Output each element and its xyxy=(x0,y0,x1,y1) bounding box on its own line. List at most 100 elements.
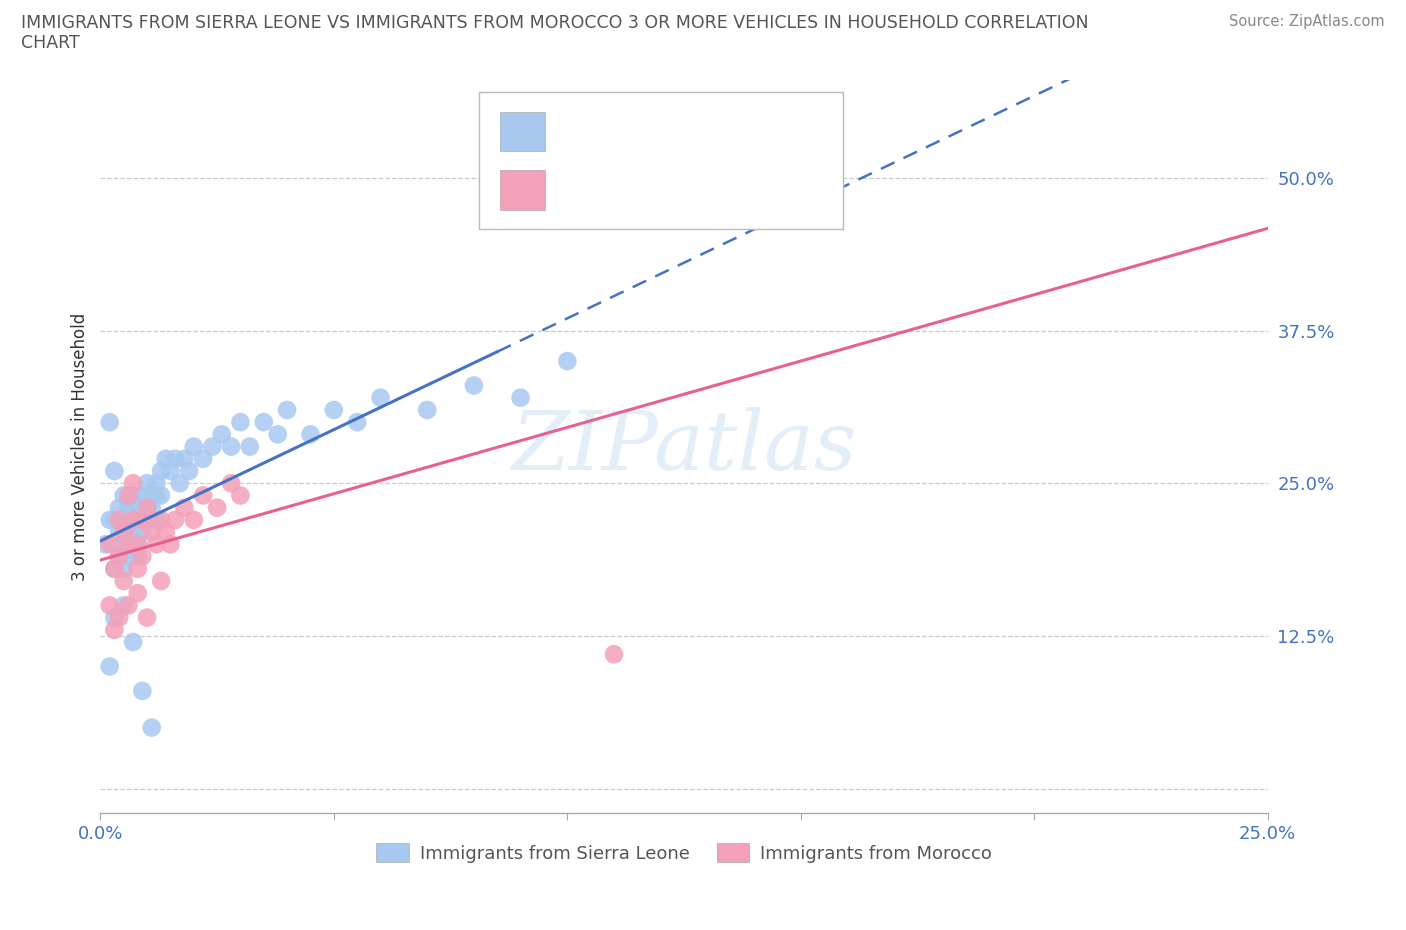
Point xyxy=(112,488,135,503)
Point xyxy=(136,476,159,491)
Point xyxy=(267,427,290,442)
Point xyxy=(136,610,159,625)
Point xyxy=(112,512,135,527)
Point xyxy=(150,463,173,478)
Point xyxy=(346,415,368,430)
Text: CHART: CHART xyxy=(21,34,80,52)
Point xyxy=(201,439,224,454)
Point xyxy=(127,562,149,577)
Point xyxy=(555,353,578,368)
Point xyxy=(150,512,173,527)
Point xyxy=(117,537,139,551)
Point xyxy=(103,610,125,625)
Point xyxy=(98,537,121,551)
Point xyxy=(211,427,233,442)
Point xyxy=(145,537,167,551)
Point xyxy=(122,512,145,527)
Point xyxy=(229,488,252,503)
Point xyxy=(122,525,145,539)
Point xyxy=(696,207,718,222)
Point xyxy=(98,415,121,430)
Point xyxy=(141,488,163,503)
Point xyxy=(117,525,139,539)
Point xyxy=(136,512,159,527)
Point xyxy=(183,512,205,527)
Point xyxy=(108,512,131,527)
Point xyxy=(131,525,153,539)
Point xyxy=(122,476,145,491)
Point xyxy=(112,537,135,551)
Point xyxy=(127,512,149,527)
Point xyxy=(276,403,298,418)
Point xyxy=(117,537,139,551)
Point xyxy=(145,488,167,503)
Point xyxy=(159,537,181,551)
Point xyxy=(322,403,344,418)
Point xyxy=(603,647,626,662)
Point xyxy=(131,512,153,527)
Point xyxy=(117,500,139,515)
Point xyxy=(253,415,276,430)
Point xyxy=(141,525,163,539)
Point xyxy=(136,500,159,515)
Point xyxy=(127,537,149,551)
Point xyxy=(155,451,177,466)
Point xyxy=(122,537,145,551)
Point xyxy=(103,562,125,577)
Point xyxy=(165,451,187,466)
Point xyxy=(183,439,205,454)
Point xyxy=(127,549,149,564)
Point xyxy=(131,512,153,527)
Point xyxy=(169,476,191,491)
Point xyxy=(229,415,252,430)
Point xyxy=(150,488,173,503)
Point xyxy=(205,500,228,515)
Point xyxy=(150,574,173,589)
Point xyxy=(127,500,149,515)
Point xyxy=(98,598,121,613)
Point xyxy=(173,451,195,466)
Point xyxy=(155,525,177,539)
Point xyxy=(103,463,125,478)
Point xyxy=(509,391,531,405)
Point xyxy=(173,500,195,515)
Point xyxy=(112,574,135,589)
Point xyxy=(103,512,125,527)
Point xyxy=(98,659,121,674)
Point xyxy=(127,537,149,551)
Point xyxy=(117,488,139,503)
Point xyxy=(103,562,125,577)
Point xyxy=(239,439,262,454)
Point xyxy=(108,525,131,539)
Point xyxy=(131,684,153,698)
Legend: Immigrants from Sierra Leone, Immigrants from Morocco: Immigrants from Sierra Leone, Immigrants… xyxy=(368,836,1000,870)
Point xyxy=(98,512,121,527)
Point xyxy=(177,463,200,478)
Point xyxy=(127,586,149,601)
Text: ZIPatlas: ZIPatlas xyxy=(512,406,856,486)
Point xyxy=(94,537,117,551)
Point xyxy=(131,549,153,564)
Point xyxy=(112,598,135,613)
Point xyxy=(117,598,139,613)
Point xyxy=(141,720,163,735)
Point xyxy=(136,500,159,515)
Y-axis label: 3 or more Vehicles in Household: 3 or more Vehicles in Household xyxy=(72,312,89,580)
Point xyxy=(165,512,187,527)
Point xyxy=(219,439,242,454)
Point xyxy=(370,391,392,405)
Point xyxy=(108,549,131,564)
Point xyxy=(141,500,163,515)
Point xyxy=(122,512,145,527)
Point xyxy=(145,512,167,527)
Point xyxy=(112,562,135,577)
Point xyxy=(112,525,135,539)
Point xyxy=(191,451,214,466)
Point xyxy=(145,476,167,491)
Point xyxy=(122,634,145,649)
Point xyxy=(108,500,131,515)
Point xyxy=(117,549,139,564)
Point xyxy=(108,549,131,564)
Point xyxy=(103,622,125,637)
Point xyxy=(122,488,145,503)
